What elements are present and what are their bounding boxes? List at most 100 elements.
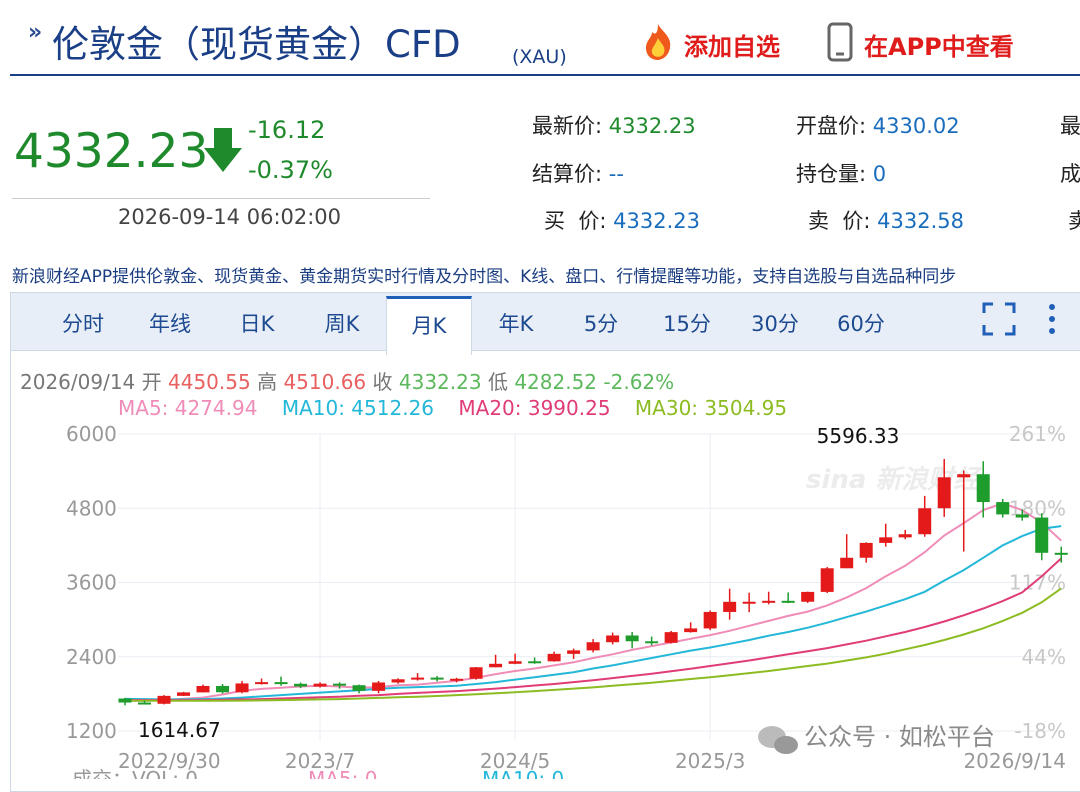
tab-weekly-k[interactable]: 周K xyxy=(324,312,360,336)
quote-divider xyxy=(12,198,430,199)
open-interest-field: 持仓量: 0 xyxy=(796,158,886,188)
volume-label: 成交：VOL: 0 xyxy=(72,767,198,779)
candle-body xyxy=(177,692,191,696)
last-price: 4332.23 xyxy=(14,124,209,179)
y-tick-label: 3600 xyxy=(66,571,117,595)
candle-body xyxy=(372,682,386,691)
open-interest-label: 持仓量: xyxy=(796,162,867,186)
candle-body xyxy=(957,474,971,478)
header-divider xyxy=(10,74,1080,76)
candle-body xyxy=(801,591,815,602)
min-label: 1614.67 xyxy=(138,718,221,742)
candle-body xyxy=(333,683,347,686)
truncated-field-2: 成 xyxy=(1060,162,1080,186)
tab-60min[interactable]: 60分 xyxy=(837,312,885,336)
period-tabs-bar xyxy=(11,293,1080,351)
tab-15min[interactable]: 15分 xyxy=(663,312,711,336)
view-in-app-button[interactable]: 在APP中查看 xyxy=(826,22,1014,66)
right-axis-label: 261% xyxy=(1009,422,1066,446)
bid-price-label: 买 价: xyxy=(544,209,607,233)
candle-body xyxy=(430,677,444,680)
candle-body xyxy=(528,661,542,664)
x-tick-label: 2025/3 xyxy=(675,749,745,773)
info-low-label: 低 xyxy=(487,370,508,394)
ma-line-ma10 xyxy=(124,525,1062,701)
candle-info-line: 2026/09/14 开 4450.55 高 4510.66 收 4332.23… xyxy=(20,366,674,395)
tab-monthly-k[interactable]: 月K xyxy=(386,296,472,355)
view-in-app-label: 在APP中查看 xyxy=(864,32,1014,61)
candle-body xyxy=(450,678,464,681)
page-title: 伦敦金（现货黄金）CFD xyxy=(52,23,461,66)
candle-body xyxy=(742,601,756,604)
info-low: 4282.52 xyxy=(514,370,598,394)
add-watchlist-button[interactable]: 添加自选 xyxy=(638,22,780,66)
settle-price-label: 结算价: xyxy=(532,162,603,186)
tab-30min[interactable]: 30分 xyxy=(751,312,799,336)
candle-body xyxy=(294,683,308,687)
candle-body xyxy=(781,600,795,603)
info-date: 2026/09/14 xyxy=(20,370,136,394)
volume-ma10-label: MA10: 0 xyxy=(482,767,564,779)
title-prefix-icon: » xyxy=(28,20,43,45)
candle-body xyxy=(118,698,132,703)
tab-daily-k[interactable]: 日K xyxy=(239,312,275,336)
arrow-down-icon xyxy=(202,126,244,178)
latest-price-label: 最新价: xyxy=(532,114,603,138)
x-tick-label: 2023/7 xyxy=(285,749,355,773)
tab-intraday[interactable]: 分时 xyxy=(62,312,104,336)
info-close: 4332.23 xyxy=(398,370,482,394)
candle-body xyxy=(547,653,561,662)
bid-price-value: 4332.23 xyxy=(613,209,700,233)
phone-icon xyxy=(826,22,854,66)
candle-body xyxy=(411,677,425,680)
symbol-code: (XAU) xyxy=(512,46,567,68)
candle-body xyxy=(1015,514,1029,518)
candle-body xyxy=(684,628,698,633)
candle-body xyxy=(196,685,210,693)
latest-price-value: 4332.23 xyxy=(608,114,696,138)
app-promo-text: 新浪财经APP提供伦敦金、现货黄金、黄金期货实时行情及分时图、K线、盘口、行情提… xyxy=(12,267,957,287)
truncated-field-3: 卖 xyxy=(1068,209,1080,233)
candle-body xyxy=(820,568,834,592)
flame-icon xyxy=(638,22,678,66)
open-price-value: 4330.02 xyxy=(872,114,960,138)
candle-body xyxy=(567,650,581,654)
ma-legend: MA5: 4274.94 MA10: 4512.26 MA20: 3990.25… xyxy=(118,396,787,420)
right-axis-label: 117% xyxy=(1009,571,1066,595)
tab-5min[interactable]: 5分 xyxy=(583,312,619,336)
wechat-icon xyxy=(758,726,798,754)
candle-body xyxy=(879,537,893,543)
more-options-icon[interactable] xyxy=(1046,302,1058,340)
ma-line-ma20 xyxy=(125,557,1062,702)
open-price-label: 开盘价: xyxy=(796,114,867,138)
candle-body xyxy=(625,635,639,642)
candle-body xyxy=(1054,552,1068,555)
ask-price-field: 卖 价: 4332.58 xyxy=(808,205,964,235)
ma-line-ma30 xyxy=(125,587,1062,702)
candle-body xyxy=(976,474,990,503)
x-tick-label: 2024/5 xyxy=(480,749,550,773)
candle-body xyxy=(723,601,737,612)
candle-body xyxy=(937,477,951,509)
candle-body xyxy=(918,508,932,535)
x-tick-label: 2022/9/30 xyxy=(118,749,221,773)
candle-body xyxy=(645,641,659,644)
tab-year-line[interactable]: 年线 xyxy=(149,312,191,336)
fullscreen-icon[interactable] xyxy=(982,302,1016,340)
candle-body xyxy=(664,632,678,643)
legend-ma5: MA5: 4274.94 xyxy=(118,396,258,420)
bid-price-field: 买 价: 4332.23 xyxy=(544,205,700,235)
max-label: 5596.33 xyxy=(817,424,900,448)
legend-ma10: MA10: 4512.26 xyxy=(281,396,435,420)
ask-price-value: 4332.58 xyxy=(877,209,964,233)
tab-yearly-k[interactable]: 年K xyxy=(498,312,534,336)
candle-body xyxy=(255,682,269,685)
candle-body xyxy=(313,683,327,687)
candle-body xyxy=(898,534,912,538)
legend-ma20: MA20: 3990.25 xyxy=(458,396,611,420)
price-change-pct: -0.37% xyxy=(248,156,333,184)
legend-ma30: MA30: 3504.95 xyxy=(634,396,788,420)
y-tick-label: 4800 xyxy=(66,496,117,520)
watermark-text: 公众号 · 如松平台 xyxy=(804,723,995,751)
